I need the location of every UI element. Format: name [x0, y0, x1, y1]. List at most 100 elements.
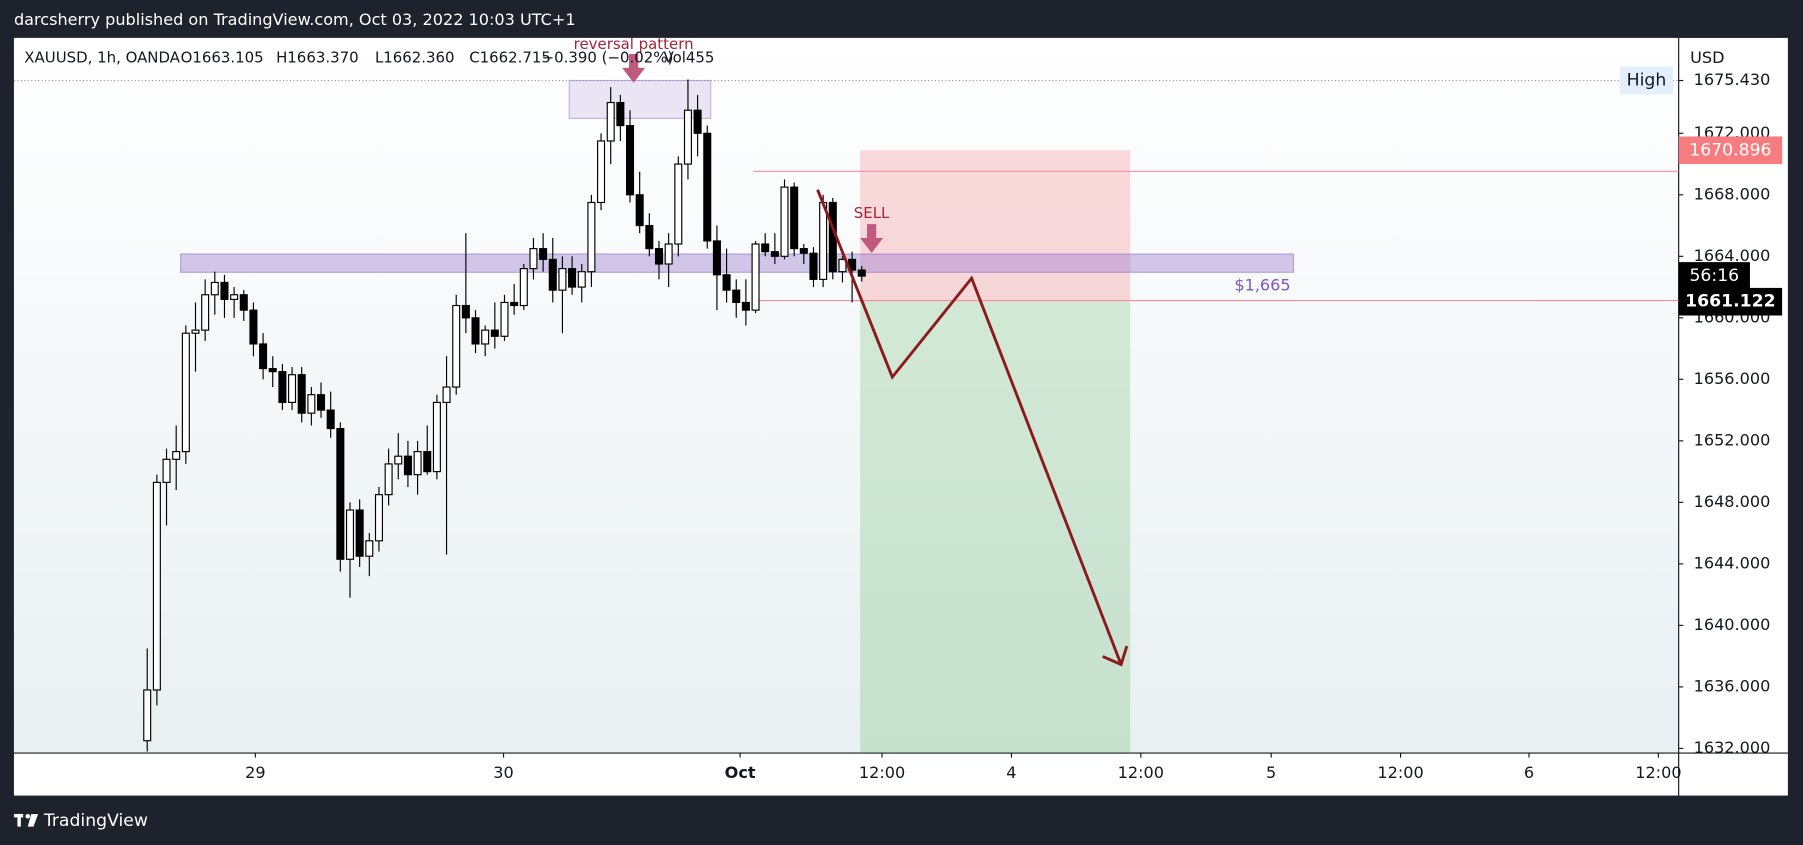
candle-body	[732, 289, 741, 304]
entry-price: 1661.122	[1685, 292, 1776, 312]
entry-badge	[1678, 287, 1783, 316]
candle-body	[172, 451, 181, 460]
stop-zone	[860, 150, 1131, 301]
candle-body	[645, 224, 654, 250]
x-tick-label: 12:00	[1635, 763, 1681, 782]
y-tick-label: 1632.000	[1694, 738, 1771, 757]
candle-body	[432, 401, 441, 473]
candle-body	[741, 301, 750, 311]
zone-label: $1,665	[1234, 276, 1290, 295]
candle-body	[384, 463, 393, 496]
y-tick-label: 1644.000	[1694, 553, 1771, 572]
candle-body	[413, 451, 422, 476]
candle-body	[654, 248, 664, 265]
x-tick-label: 12:00	[859, 763, 905, 782]
projection	[816, 189, 1123, 666]
candle-body	[819, 201, 828, 280]
candle-body	[278, 371, 287, 403]
candle-body	[799, 248, 808, 254]
high-label: High	[1627, 71, 1667, 91]
candle-body	[471, 317, 480, 345]
candle-body	[394, 455, 403, 465]
legend-change: −0.390 (−0.02%)	[542, 49, 674, 67]
x-tick-label: 30	[493, 763, 513, 782]
candle-body	[568, 268, 577, 288]
candle-body	[288, 374, 297, 403]
candle-body	[722, 274, 731, 291]
candle-body	[625, 125, 635, 196]
candle-body	[751, 243, 760, 311]
candle-body	[597, 140, 606, 204]
candle-body	[558, 268, 567, 291]
y-tick-label: 1668.000	[1694, 184, 1771, 203]
candle-body	[703, 132, 712, 242]
candle-body	[712, 240, 721, 276]
legend-low: L1662.360	[375, 49, 455, 67]
zone	[180, 253, 1295, 273]
candle-body	[616, 101, 625, 127]
candle-body	[539, 248, 548, 260]
x-tick-label: Oct	[725, 763, 756, 782]
candle-body	[345, 509, 355, 560]
pattern-label: reversal pattern	[574, 35, 694, 53]
candle-body	[181, 332, 190, 453]
candle-body	[365, 540, 374, 557]
candle-body	[529, 248, 538, 270]
candle-body	[143, 689, 152, 742]
candle-body	[249, 309, 258, 345]
stop-price: 1670.896	[1689, 140, 1771, 160]
y-tick-label: 1675.430	[1694, 70, 1771, 89]
y-tick-label: 1648.000	[1694, 492, 1771, 511]
candle-body	[857, 269, 866, 277]
candle-body	[268, 367, 277, 373]
signal-label: SELL	[854, 204, 890, 222]
candle-body	[297, 374, 306, 414]
candle-body	[664, 243, 673, 265]
x-tick-label: 29	[245, 763, 265, 782]
candle-body	[674, 163, 683, 245]
candle-body	[693, 109, 702, 134]
candle-body	[683, 109, 692, 165]
plot-area	[13, 37, 1679, 754]
target-zone	[860, 300, 1131, 754]
candle-body	[152, 481, 161, 691]
legend-open: O1663.105	[181, 49, 264, 67]
candle-body	[606, 101, 615, 142]
candle-body	[790, 186, 799, 250]
footer: TradingView	[43, 811, 148, 831]
currency: USD	[1690, 48, 1724, 67]
candle-body	[761, 243, 770, 253]
candle-body	[191, 329, 200, 334]
candle-body	[461, 304, 470, 319]
stop-badge	[1678, 136, 1783, 165]
candle-body	[201, 294, 210, 331]
candle-body	[355, 509, 364, 557]
x-tick-label: 6	[1524, 763, 1534, 782]
legend-symbol: XAUUSD, 1h, OANDA	[24, 49, 180, 67]
candle-body	[317, 394, 326, 411]
x-tick-label: 12:00	[1377, 763, 1423, 782]
legend-close: C1662.715	[469, 49, 551, 67]
candle-body	[374, 494, 383, 542]
signal-arrow	[860, 224, 884, 253]
candle-body	[442, 386, 451, 403]
candle-body	[838, 258, 847, 273]
x-tick-label: 5	[1266, 763, 1276, 782]
countdown-badge	[1678, 262, 1750, 290]
candle-body	[548, 258, 557, 291]
y-tick-label: 1640.000	[1694, 615, 1771, 634]
candle-body	[326, 409, 335, 430]
candle-body	[230, 294, 239, 300]
candle-body	[635, 194, 644, 227]
legend-high: H1663.370	[276, 49, 359, 67]
candle-body	[220, 281, 229, 300]
candle-body	[403, 455, 412, 476]
countdown: 56:16	[1689, 266, 1739, 286]
y-tick-label: 1636.000	[1694, 676, 1771, 695]
candle-body	[780, 186, 789, 257]
candle-body	[577, 271, 586, 288]
candle-body	[770, 251, 779, 257]
logo	[13, 813, 39, 827]
pattern-arrow	[622, 54, 646, 83]
